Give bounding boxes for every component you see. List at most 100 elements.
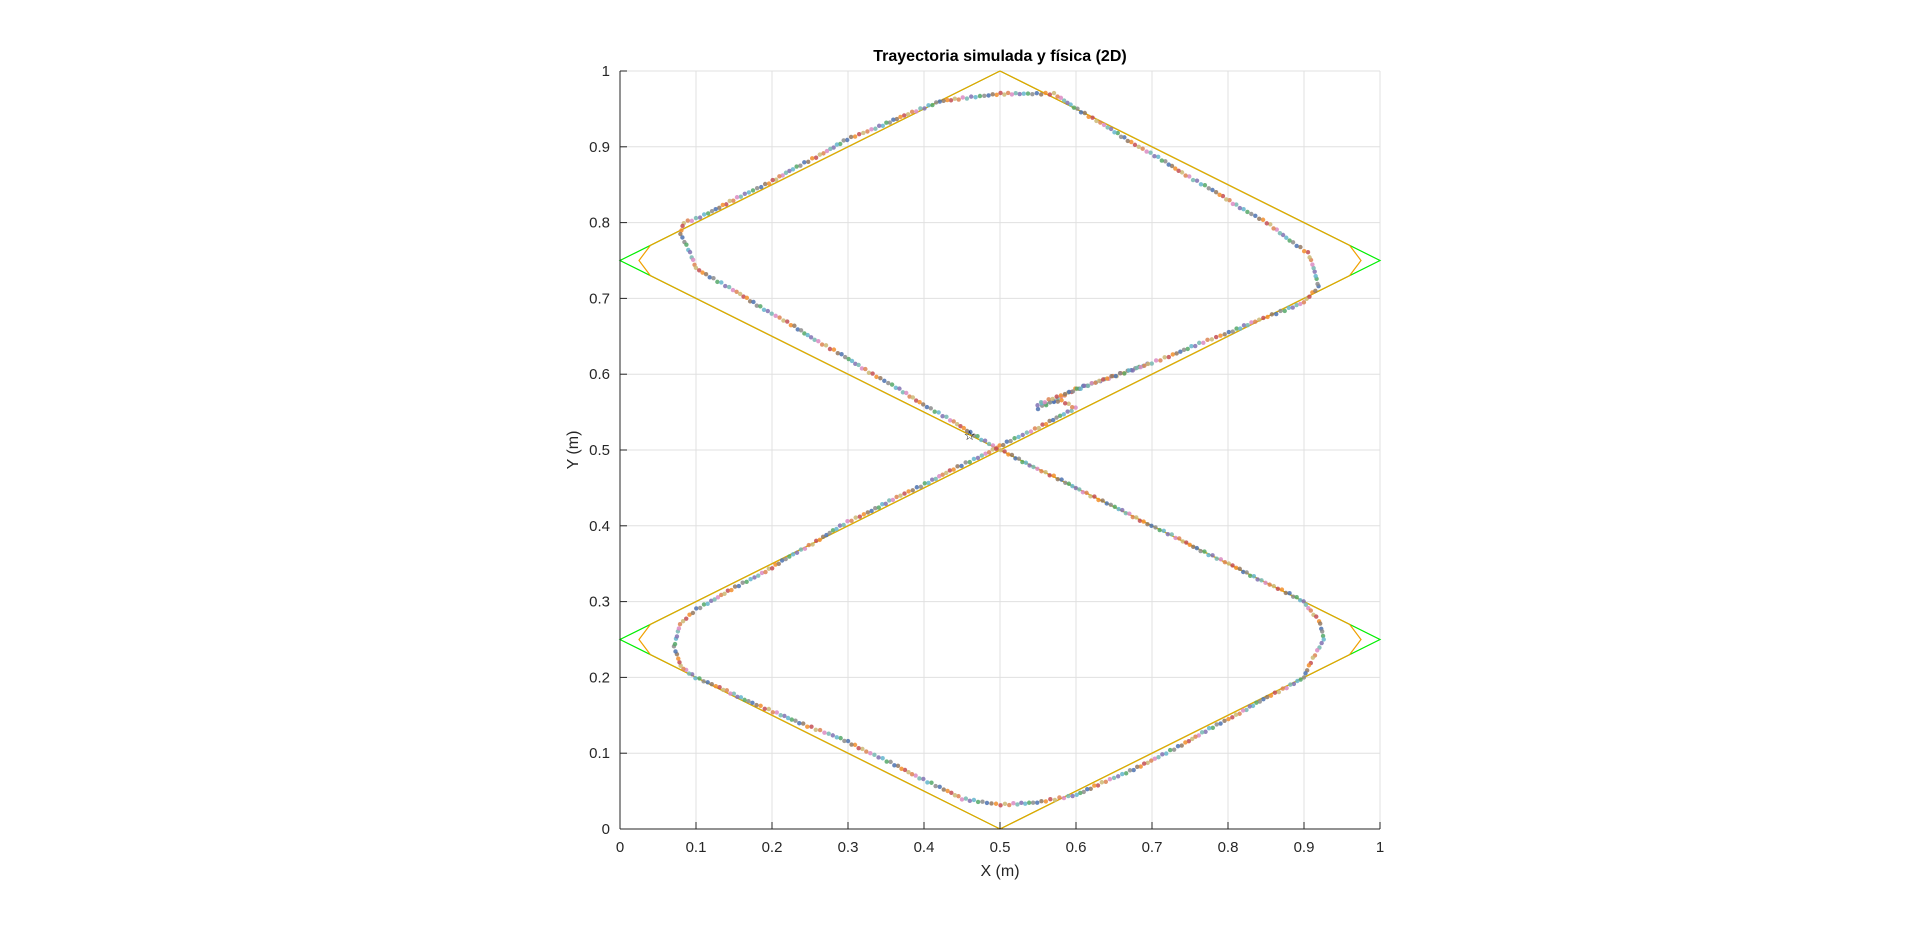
trajectory-point xyxy=(752,575,757,580)
trajectory-point xyxy=(701,679,706,684)
trajectory-point xyxy=(952,96,957,101)
trajectory-point xyxy=(1145,760,1150,766)
trajectory-point xyxy=(1098,120,1103,125)
trajectory-point xyxy=(940,472,945,477)
trajectory-point xyxy=(809,156,815,161)
trajectory-point xyxy=(1202,549,1207,554)
trajectory-point xyxy=(1026,800,1032,805)
trajectory-point xyxy=(1187,542,1192,547)
trajectory-point xyxy=(709,208,715,214)
trajectory-point xyxy=(680,235,685,240)
trajectory-point xyxy=(734,195,740,200)
trajectory-point xyxy=(783,556,788,562)
trajectory-point xyxy=(1174,351,1179,356)
trajectory-point xyxy=(1259,578,1264,583)
axes xyxy=(619,70,1381,830)
trajectory-point xyxy=(1094,118,1099,124)
trajectory-point xyxy=(1086,114,1091,119)
trajectory-point xyxy=(1007,802,1012,808)
trajectory-point xyxy=(971,433,977,438)
trajectory-point xyxy=(711,275,716,281)
trajectory-point xyxy=(1002,449,1007,454)
trajectory-point xyxy=(1062,391,1068,397)
trajectory-point xyxy=(789,717,794,722)
trajectory-point xyxy=(1141,519,1146,524)
trajectory-point xyxy=(703,271,709,277)
trajectory-point xyxy=(696,268,702,273)
trajectory-point xyxy=(1206,552,1211,558)
trajectory-point xyxy=(1159,158,1165,163)
trajectory-point xyxy=(1189,344,1194,349)
trajectory-point xyxy=(687,612,692,617)
trajectory-point xyxy=(889,382,895,387)
trajectory-point xyxy=(1297,597,1303,603)
trajectory-point xyxy=(1104,501,1109,506)
trajectory-point xyxy=(754,185,760,191)
trajectory-point xyxy=(1213,334,1219,340)
trajectory-point xyxy=(731,691,737,696)
trajectory-point xyxy=(1136,144,1141,149)
trajectory-point xyxy=(1084,490,1089,496)
trajectory-point xyxy=(1290,594,1296,599)
trajectory-point xyxy=(1249,320,1254,325)
trajectory-point xyxy=(883,501,888,507)
trajectory-point xyxy=(1039,798,1044,804)
trajectory-point xyxy=(849,742,854,747)
trajectory-point xyxy=(1016,434,1021,440)
trajectory-point xyxy=(1115,130,1120,136)
trajectory-point xyxy=(1157,527,1162,533)
trajectory-point xyxy=(954,422,960,427)
y-tick-label: 1 xyxy=(602,63,610,80)
trajectory-point xyxy=(993,801,999,806)
trajectory-point xyxy=(797,721,802,726)
trajectory-point xyxy=(740,580,745,585)
trajectory-point xyxy=(870,371,875,376)
trajectory-point xyxy=(1245,323,1250,328)
trajectory-point xyxy=(936,410,941,415)
trajectory-point xyxy=(1027,463,1032,468)
trajectory-point xyxy=(1320,633,1326,639)
trajectory-point xyxy=(1167,747,1173,753)
trajectory-point xyxy=(766,706,772,712)
trajectory-point xyxy=(884,759,889,764)
trajectory-point xyxy=(1031,464,1036,470)
trajectory-point xyxy=(924,404,930,410)
trajectory-point xyxy=(1166,162,1171,167)
trajectory-point xyxy=(756,573,761,578)
trajectory-point xyxy=(880,123,886,128)
trajectory-point xyxy=(994,92,999,98)
trajectory-point xyxy=(1050,417,1056,423)
trajectory-point xyxy=(1269,312,1275,317)
trajectory-point xyxy=(758,304,763,309)
trajectory-point xyxy=(1130,368,1135,373)
trajectory-point xyxy=(750,188,756,193)
trajectory-point xyxy=(1162,355,1167,360)
trajectory-point xyxy=(724,688,730,693)
trajectory-point xyxy=(1009,92,1015,97)
trajectory-point xyxy=(1078,386,1083,391)
trajectory-point xyxy=(763,569,768,575)
trajectory-point xyxy=(785,715,791,721)
trajectory-point xyxy=(1233,712,1239,717)
trajectory-point xyxy=(893,385,899,390)
trajectory-point xyxy=(1257,699,1263,704)
trajectory-point xyxy=(1275,586,1281,592)
trajectory-point xyxy=(1065,409,1070,414)
trajectory-point xyxy=(806,159,811,165)
trajectory-point xyxy=(917,400,922,405)
trajectory-point xyxy=(690,610,696,616)
trajectory-point xyxy=(940,413,945,419)
trajectory-point xyxy=(1070,793,1075,799)
trajectory-point xyxy=(793,718,798,723)
trajectory-point xyxy=(1035,406,1041,412)
trajectory-point xyxy=(1282,308,1287,314)
trajectory-point xyxy=(1108,502,1114,507)
trajectory-point xyxy=(872,752,877,758)
trajectory-point xyxy=(765,308,770,314)
trajectory-point xyxy=(1201,340,1206,346)
trajectory-point xyxy=(1265,314,1270,320)
trajectory-point xyxy=(913,773,918,778)
trajectory-point xyxy=(968,94,974,99)
trajectory-point xyxy=(787,554,792,559)
trajectory-point xyxy=(738,695,744,700)
